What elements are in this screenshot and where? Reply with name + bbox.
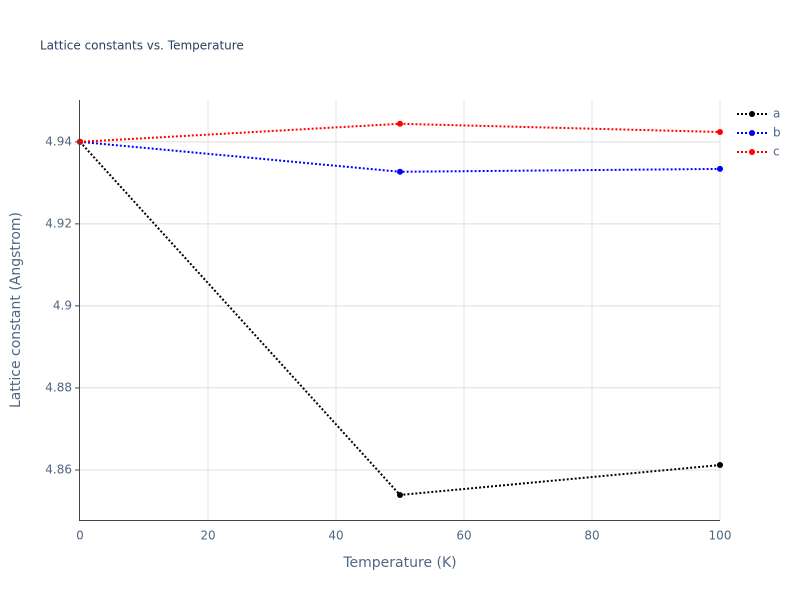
x-tick-label: 60 <box>456 529 471 543</box>
legend-marker <box>749 130 755 136</box>
data-point <box>717 462 723 469</box>
series-line <box>79 140 721 173</box>
x-tick-label: 20 <box>200 529 215 543</box>
x-tick-label: 40 <box>328 529 343 543</box>
x-axis-title: Temperature (K) <box>342 555 456 571</box>
legend-label: c <box>773 145 780 159</box>
data-point <box>717 165 723 172</box>
legend-label: b <box>773 126 781 140</box>
legend: abc <box>737 107 781 159</box>
data-point <box>717 128 723 135</box>
series-line <box>79 141 721 497</box>
data-point <box>397 120 403 127</box>
chart-title: Lattice constants vs. Temperature <box>40 39 244 53</box>
y-tick-label: 4.94 <box>45 134 72 148</box>
legend-marker <box>749 111 755 117</box>
x-tick-label: 100 <box>709 529 732 543</box>
y-tick-label: 4.88 <box>45 380 72 394</box>
data-point <box>397 168 403 175</box>
legend-label: a <box>773 107 780 121</box>
y-tick-label: 4.86 <box>45 462 72 476</box>
y-tick-label: 4.92 <box>45 216 72 230</box>
y-axis-title: Lattice constant (Angstrom) <box>8 212 24 408</box>
x-tick-label: 80 <box>584 529 599 543</box>
legend-marker <box>749 149 755 155</box>
y-tick-label: 4.9 <box>53 298 72 312</box>
x-tick-label: 0 <box>76 529 84 543</box>
data-point <box>397 491 403 498</box>
